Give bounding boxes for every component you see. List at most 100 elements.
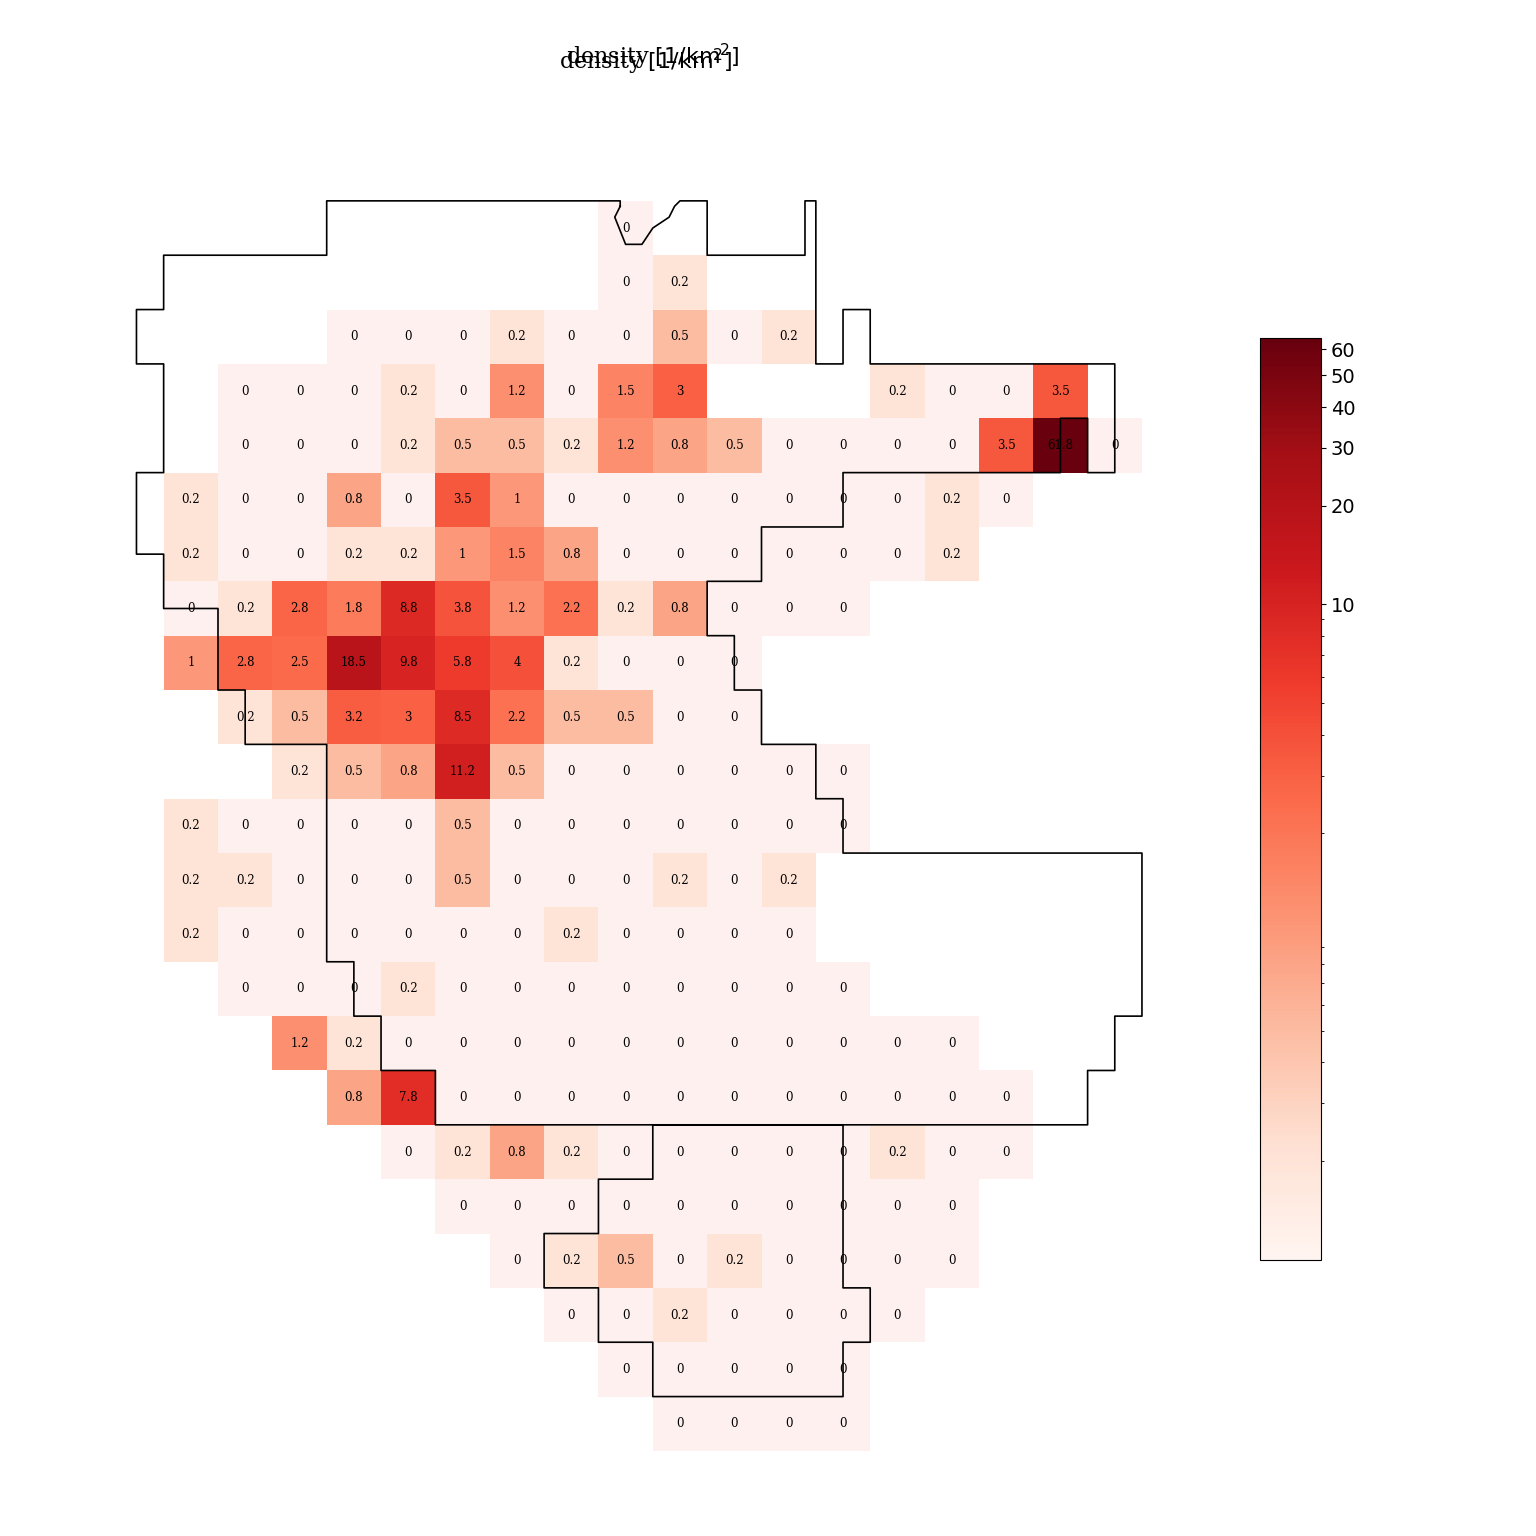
Bar [218, 364, 272, 418]
Bar [599, 310, 653, 364]
Text: 0: 0 [839, 1255, 846, 1267]
Text: 0: 0 [241, 819, 249, 833]
Text: 0: 0 [622, 1037, 630, 1049]
Text: 0: 0 [839, 493, 846, 507]
Text: 0: 0 [404, 493, 412, 507]
Text: 0: 0 [513, 1255, 521, 1267]
Bar [327, 364, 381, 418]
Text: 0: 0 [296, 819, 303, 833]
Text: 0.2: 0.2 [562, 928, 581, 942]
Bar [871, 1124, 925, 1180]
Bar [653, 636, 707, 690]
Bar [490, 690, 544, 745]
Text: 0: 0 [187, 602, 195, 614]
Text: 0: 0 [894, 1200, 902, 1213]
Bar [218, 690, 272, 745]
Text: 0: 0 [567, 1091, 574, 1104]
Text: 2.8: 2.8 [290, 602, 309, 614]
Bar [327, 1017, 381, 1071]
Bar [490, 581, 544, 636]
Bar [978, 364, 1034, 418]
Text: 0: 0 [676, 548, 684, 561]
Bar [707, 1396, 762, 1452]
Text: 0: 0 [731, 548, 739, 561]
Text: 0.2: 0.2 [399, 384, 418, 398]
Text: 0: 0 [404, 1037, 412, 1049]
Text: 0: 0 [567, 1037, 574, 1049]
Bar [544, 1017, 599, 1071]
Bar [164, 581, 218, 636]
Bar [381, 745, 435, 799]
Bar [272, 1017, 327, 1071]
Bar [490, 636, 544, 690]
Bar [327, 690, 381, 745]
Bar [381, 799, 435, 852]
Bar [707, 1124, 762, 1180]
Text: 8.8: 8.8 [399, 602, 418, 614]
Text: 0: 0 [731, 819, 739, 833]
Bar [381, 473, 435, 527]
Bar [544, 636, 599, 690]
Text: 1: 1 [459, 548, 467, 561]
Bar [653, 799, 707, 852]
Text: 0: 0 [350, 983, 358, 995]
Bar [599, 962, 653, 1017]
Text: 0: 0 [296, 384, 303, 398]
Text: 0: 0 [622, 874, 630, 886]
Text: 0: 0 [622, 493, 630, 507]
Bar [381, 852, 435, 908]
Text: 0: 0 [785, 602, 793, 614]
Bar [707, 852, 762, 908]
Text: 0: 0 [839, 1418, 846, 1430]
Text: 0.5: 0.5 [453, 819, 472, 833]
Text: 0: 0 [459, 1037, 467, 1049]
Text: 0: 0 [622, 983, 630, 995]
Text: 0: 0 [622, 1091, 630, 1104]
Bar [218, 852, 272, 908]
Text: 0: 0 [731, 1146, 739, 1158]
Bar [925, 1017, 978, 1071]
Bar [435, 690, 490, 745]
Text: 0: 0 [622, 928, 630, 942]
Text: 0.8: 0.8 [344, 1091, 362, 1104]
Text: 0: 0 [731, 1200, 739, 1213]
Text: 0: 0 [1003, 1146, 1009, 1158]
Bar [490, 1180, 544, 1233]
Bar [218, 581, 272, 636]
Bar [871, 1017, 925, 1071]
Text: 0: 0 [350, 874, 358, 886]
Text: 0: 0 [676, 1255, 684, 1267]
Bar [381, 1071, 435, 1124]
Text: 0: 0 [894, 1037, 902, 1049]
Bar [707, 581, 762, 636]
Text: 0: 0 [894, 1255, 902, 1267]
Text: 0: 0 [676, 1200, 684, 1213]
Bar [490, 310, 544, 364]
Bar [978, 1071, 1034, 1124]
Text: 1.2: 1.2 [508, 602, 527, 614]
Text: 1.5: 1.5 [507, 548, 527, 561]
Text: 0.5: 0.5 [453, 439, 472, 452]
Title: density $[1/\mathrm{km}^2]$: density $[1/\mathrm{km}^2]$ [567, 41, 739, 72]
Text: 0: 0 [241, 439, 249, 452]
Text: 8.5: 8.5 [453, 711, 472, 723]
Text: 2.2: 2.2 [508, 711, 527, 723]
Bar [599, 1180, 653, 1233]
Bar [599, 581, 653, 636]
Bar [435, 310, 490, 364]
Text: 3.2: 3.2 [344, 711, 362, 723]
Bar [653, 908, 707, 962]
Bar [164, 908, 218, 962]
Text: 0.2: 0.2 [344, 1037, 362, 1049]
Text: 1.2: 1.2 [290, 1037, 309, 1049]
Text: 0: 0 [785, 1146, 793, 1158]
Bar [272, 418, 327, 473]
Bar [599, 1124, 653, 1180]
Bar [490, 852, 544, 908]
Text: 0: 0 [350, 384, 358, 398]
Bar [599, 527, 653, 581]
Text: 0.5: 0.5 [562, 711, 581, 723]
Text: 0: 0 [839, 1200, 846, 1213]
Text: 1: 1 [513, 493, 521, 507]
Bar [164, 473, 218, 527]
